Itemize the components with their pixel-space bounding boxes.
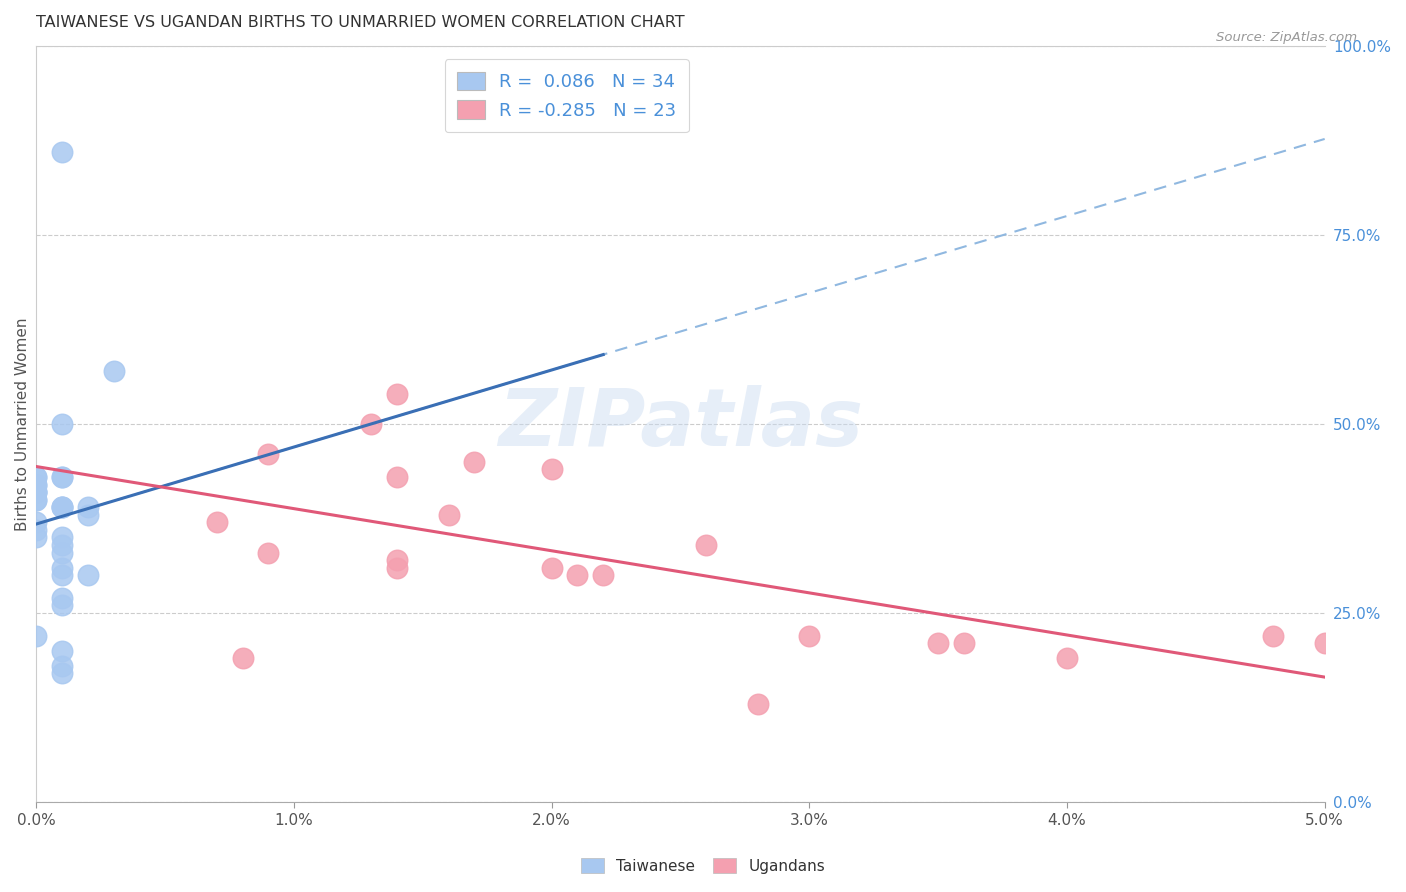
Point	[257, 545, 280, 559]
Point	[77, 500, 100, 515]
Point	[25, 485, 48, 500]
Point	[25, 629, 48, 643]
Point	[540, 462, 562, 476]
Point	[51, 658, 73, 673]
Point	[953, 636, 976, 650]
Point	[51, 545, 73, 559]
Text: Source: ZipAtlas.com: Source: ZipAtlas.com	[1216, 31, 1357, 45]
Point	[25, 485, 48, 500]
Point	[231, 651, 253, 665]
Point	[77, 568, 100, 582]
Point	[51, 470, 73, 484]
Point	[257, 447, 280, 461]
Point	[51, 568, 73, 582]
Point	[25, 485, 48, 500]
Y-axis label: Births to Unmarried Women: Births to Unmarried Women	[15, 318, 30, 531]
Point	[385, 470, 408, 484]
Point	[51, 538, 73, 552]
Point	[25, 470, 48, 484]
Legend: R =  0.086   N = 34, R = -0.285   N = 23: R = 0.086 N = 34, R = -0.285 N = 23	[444, 59, 689, 132]
Point	[25, 492, 48, 507]
Point	[205, 516, 228, 530]
Point	[463, 455, 485, 469]
Point	[437, 508, 460, 522]
Point	[25, 523, 48, 537]
Text: TAIWANESE VS UGANDAN BIRTHS TO UNMARRIED WOMEN CORRELATION CHART: TAIWANESE VS UGANDAN BIRTHS TO UNMARRIED…	[37, 15, 685, 30]
Point	[51, 644, 73, 658]
Point	[25, 492, 48, 507]
Point	[51, 666, 73, 681]
Point	[385, 387, 408, 401]
Point	[51, 599, 73, 613]
Point	[77, 508, 100, 522]
Point	[360, 417, 382, 431]
Point	[1313, 636, 1336, 650]
Point	[1263, 629, 1285, 643]
Point	[51, 145, 73, 160]
Legend: Taiwanese, Ugandans: Taiwanese, Ugandans	[575, 852, 831, 880]
Point	[747, 697, 769, 711]
Point	[51, 560, 73, 574]
Point	[103, 364, 125, 378]
Point	[51, 531, 73, 545]
Point	[385, 553, 408, 567]
Point	[25, 477, 48, 491]
Point	[25, 477, 48, 491]
Point	[51, 500, 73, 515]
Text: ZIPatlas: ZIPatlas	[498, 385, 863, 463]
Point	[1056, 651, 1078, 665]
Point	[540, 560, 562, 574]
Point	[592, 568, 614, 582]
Point	[799, 629, 821, 643]
Point	[25, 516, 48, 530]
Point	[51, 500, 73, 515]
Point	[695, 538, 717, 552]
Point	[927, 636, 949, 650]
Point	[51, 417, 73, 431]
Point	[51, 500, 73, 515]
Point	[51, 470, 73, 484]
Point	[25, 470, 48, 484]
Point	[25, 531, 48, 545]
Point	[567, 568, 589, 582]
Point	[51, 591, 73, 605]
Point	[385, 560, 408, 574]
